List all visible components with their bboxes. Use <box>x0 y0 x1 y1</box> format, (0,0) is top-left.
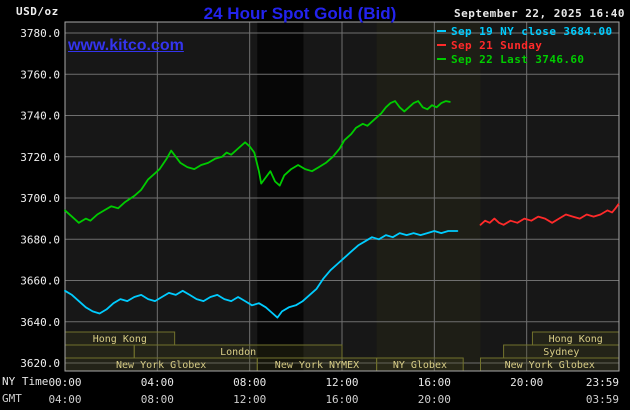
x-tick-gmt: 12:00 <box>233 393 266 406</box>
series-line-sep19 <box>64 230 459 319</box>
legend-dash-icon <box>437 44 446 46</box>
datetime-label: September 22, 2025 16:40 <box>454 7 625 20</box>
session-box <box>64 344 135 359</box>
legend-label-sep22: Sep 22 Last 3746.60 <box>451 52 585 66</box>
y-tick-label: 3680.0 <box>20 233 60 246</box>
session-label: Hong Kong <box>93 334 147 345</box>
page-title: 24 Hour Spot Gold (Bid) <box>203 4 397 23</box>
gmt-axis-label: GMT <box>2 392 22 405</box>
x-tick-ny: 12:00 <box>325 376 358 389</box>
legend-item-sep22: Sep 22 Last 3746.60 <box>437 52 613 66</box>
legend-dash-icon <box>437 30 446 32</box>
plot-border <box>64 21 620 372</box>
session-label: New York Globex <box>505 360 595 371</box>
x-tick-ny: 23:59 <box>586 376 619 389</box>
legend-dash-icon <box>437 58 446 60</box>
x-tick-gmt: 03:59 <box>586 393 619 406</box>
legend-item-sep19: Sep 19 NY close 3684.00 <box>437 24 613 38</box>
legend-item-sep21: Sep 21 Sunday <box>437 38 613 52</box>
ny-time-axis-label: NY Time <box>2 375 49 388</box>
legend-label-sep21: Sep 21 Sunday <box>451 38 543 52</box>
session-label: Hong Kong <box>549 334 603 345</box>
y-tick-label: 3760.0 <box>20 68 60 81</box>
legend-label-sep19: Sep 19 NY close 3684.00 <box>451 24 613 38</box>
x-tick-ny: 08:00 <box>233 376 266 389</box>
y-tick-label: 3740.0 <box>20 110 60 123</box>
y-tick-label: 3640.0 <box>20 316 60 329</box>
x-tick-gmt: 16:00 <box>325 393 358 406</box>
x-tick-ny: 04:00 <box>141 376 174 389</box>
y-tick-label: 3700.0 <box>20 192 60 205</box>
x-tick-gmt: 20:00 <box>418 393 451 406</box>
x-tick-ny: 20:00 <box>510 376 543 389</box>
units-label: USD/oz <box>16 5 59 18</box>
series-line-sep22 <box>64 100 451 224</box>
x-tick-ny: 00:00 <box>48 376 81 389</box>
x-tick-gmt: 04:00 <box>48 393 81 406</box>
kitco-watermark-link[interactable]: www.kitco.com <box>68 37 184 54</box>
session-label: London <box>220 347 256 358</box>
session-label: Sydney <box>543 347 579 358</box>
session-band <box>376 22 481 371</box>
y-tick-label: 3780.0 <box>20 27 60 40</box>
series-line-sep21 <box>479 203 620 226</box>
y-tick-label: 3660.0 <box>20 275 60 288</box>
y-tick-label: 3720.0 <box>20 151 60 164</box>
session-label: New York Globex <box>116 360 206 371</box>
x-tick-gmt: 08:00 <box>141 393 174 406</box>
y-tick-label: 3620.0 <box>20 357 60 370</box>
session-label: New York NYMEX <box>275 360 359 371</box>
legend: Sep 19 NY close 3684.00 Sep 21 Sunday Se… <box>437 25 613 67</box>
x-tick-ny: 16:00 <box>418 376 451 389</box>
session-label: NY Globex <box>393 360 447 371</box>
